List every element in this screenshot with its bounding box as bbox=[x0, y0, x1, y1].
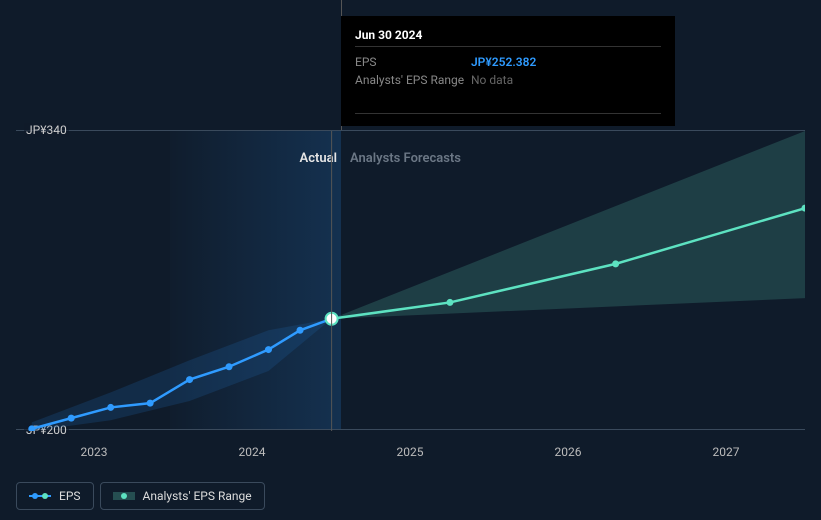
tooltip-row-eps: EPS JP¥252.382 bbox=[355, 53, 661, 71]
legend-item-eps[interactable]: EPS bbox=[16, 482, 94, 510]
legend-item-range[interactable]: Analysts' EPS Range bbox=[100, 482, 265, 510]
tooltip-date: Jun 30 2024 bbox=[355, 28, 661, 47]
x-tick: 2025 bbox=[397, 445, 424, 459]
chart-plot-area[interactable]: JP¥340 JP¥200 Actual Analysts Forecasts bbox=[16, 130, 805, 430]
x-tick: 2024 bbox=[239, 445, 266, 459]
tooltip-key: EPS bbox=[355, 55, 471, 69]
legend-swatch-icon bbox=[29, 491, 51, 501]
x-tick: 2026 bbox=[555, 445, 582, 459]
chart-legend: EPS Analysts' EPS Range bbox=[16, 482, 265, 510]
tooltip-row-range: Analysts' EPS Range No data bbox=[355, 71, 661, 89]
legend-label: EPS bbox=[59, 489, 81, 503]
tooltip-key: Analysts' EPS Range bbox=[355, 73, 471, 87]
chart-tooltip: Jun 30 2024 EPS JP¥252.382 Analysts' EPS… bbox=[341, 16, 675, 126]
tooltip-divider bbox=[355, 113, 661, 114]
tooltip-value: No data bbox=[471, 73, 513, 87]
legend-swatch-icon bbox=[113, 491, 135, 501]
chart-container: Jun 30 2024 EPS JP¥252.382 Analysts' EPS… bbox=[16, 0, 805, 445]
x-tick: 2023 bbox=[81, 445, 108, 459]
x-axis: 2023 2024 2025 2026 2027 bbox=[16, 445, 805, 465]
legend-label: Analysts' EPS Range bbox=[143, 489, 252, 503]
tooltip-value: JP¥252.382 bbox=[471, 55, 536, 69]
chart-svg bbox=[16, 131, 805, 431]
x-tick: 2027 bbox=[713, 445, 740, 459]
